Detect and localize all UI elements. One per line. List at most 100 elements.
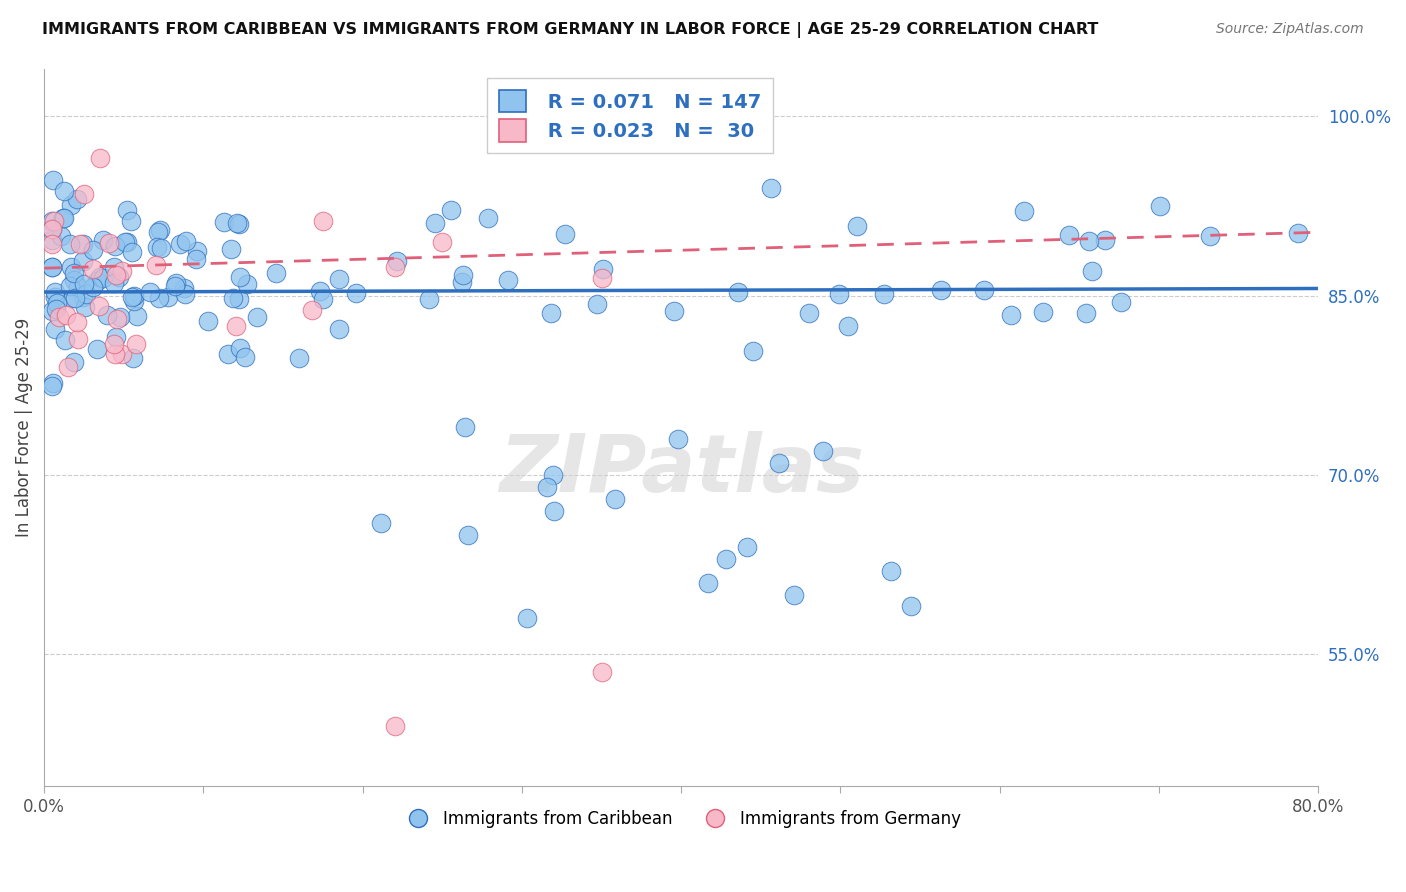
Point bbox=[212, 215, 235, 229]
Point bbox=[45, 295, 67, 310]
Point bbox=[67, 332, 90, 346]
Point bbox=[235, 277, 257, 292]
Point bbox=[873, 286, 896, 301]
Point bbox=[86, 274, 108, 288]
Point bbox=[454, 420, 477, 434]
Point bbox=[716, 551, 738, 566]
Point bbox=[45, 301, 67, 316]
Point bbox=[53, 334, 76, 348]
Point bbox=[52, 184, 75, 198]
Point bbox=[107, 269, 129, 284]
Point bbox=[86, 343, 108, 357]
Point bbox=[225, 318, 247, 333]
Point bbox=[108, 310, 131, 324]
Point bbox=[973, 283, 995, 297]
Point bbox=[165, 279, 187, 293]
Point bbox=[149, 242, 172, 256]
Point bbox=[540, 305, 562, 319]
Point bbox=[384, 719, 406, 733]
Point bbox=[169, 237, 191, 252]
Point bbox=[387, 254, 409, 268]
Point bbox=[75, 286, 97, 301]
Point bbox=[103, 260, 125, 274]
Point bbox=[56, 360, 79, 375]
Point bbox=[741, 344, 763, 359]
Point bbox=[900, 599, 922, 614]
Point bbox=[929, 283, 952, 297]
Point bbox=[432, 235, 454, 250]
Point bbox=[111, 347, 134, 361]
Point bbox=[591, 665, 613, 680]
Point bbox=[222, 292, 245, 306]
Point bbox=[288, 351, 311, 365]
Point bbox=[554, 227, 576, 241]
Point bbox=[59, 198, 82, 212]
Point bbox=[477, 211, 499, 225]
Point bbox=[308, 284, 330, 298]
Point bbox=[197, 313, 219, 327]
Point bbox=[229, 341, 252, 355]
Point bbox=[737, 540, 759, 554]
Point bbox=[451, 268, 474, 283]
Point bbox=[228, 217, 250, 231]
Point bbox=[165, 276, 187, 290]
Point bbox=[246, 310, 269, 325]
Point bbox=[217, 346, 239, 360]
Point bbox=[66, 315, 89, 329]
Point bbox=[105, 312, 128, 326]
Point bbox=[233, 350, 256, 364]
Point bbox=[264, 267, 287, 281]
Point bbox=[44, 322, 66, 336]
Point bbox=[837, 319, 859, 334]
Point bbox=[666, 432, 689, 446]
Point bbox=[328, 321, 350, 335]
Point bbox=[225, 216, 247, 230]
Point bbox=[104, 239, 127, 253]
Point bbox=[1286, 227, 1309, 241]
Point bbox=[516, 611, 538, 625]
Y-axis label: In Labor Force | Age 25-29: In Labor Force | Age 25-29 bbox=[15, 318, 32, 537]
Point bbox=[125, 337, 148, 351]
Point bbox=[58, 236, 80, 251]
Point bbox=[344, 285, 367, 300]
Point bbox=[41, 221, 63, 235]
Point bbox=[41, 379, 63, 393]
Point bbox=[65, 291, 87, 305]
Point bbox=[797, 306, 820, 320]
Legend: Immigrants from Caribbean, Immigrants from Germany: Immigrants from Caribbean, Immigrants fr… bbox=[395, 804, 967, 835]
Point bbox=[111, 264, 134, 278]
Point bbox=[115, 203, 138, 218]
Point bbox=[91, 270, 114, 285]
Point bbox=[42, 173, 65, 187]
Point bbox=[105, 268, 128, 282]
Point bbox=[59, 260, 82, 275]
Point bbox=[48, 310, 70, 325]
Point bbox=[120, 214, 142, 228]
Point bbox=[1149, 198, 1171, 212]
Point bbox=[82, 262, 104, 277]
Text: ZIPatlas: ZIPatlas bbox=[499, 431, 863, 509]
Point bbox=[146, 226, 169, 240]
Point bbox=[536, 480, 558, 494]
Point bbox=[67, 279, 90, 293]
Point bbox=[440, 202, 463, 217]
Point bbox=[1077, 235, 1099, 249]
Point bbox=[89, 270, 111, 285]
Point bbox=[69, 236, 91, 251]
Point bbox=[1081, 263, 1104, 277]
Point bbox=[148, 223, 170, 237]
Point bbox=[41, 260, 63, 274]
Point bbox=[41, 304, 63, 318]
Point bbox=[82, 244, 104, 258]
Point bbox=[62, 354, 84, 368]
Point bbox=[60, 291, 83, 305]
Point bbox=[146, 240, 169, 254]
Point bbox=[1199, 229, 1222, 244]
Point bbox=[121, 290, 143, 304]
Point bbox=[41, 260, 63, 274]
Point bbox=[457, 527, 479, 541]
Point bbox=[1032, 304, 1054, 318]
Point bbox=[41, 222, 63, 236]
Point bbox=[44, 290, 66, 304]
Point bbox=[727, 285, 749, 299]
